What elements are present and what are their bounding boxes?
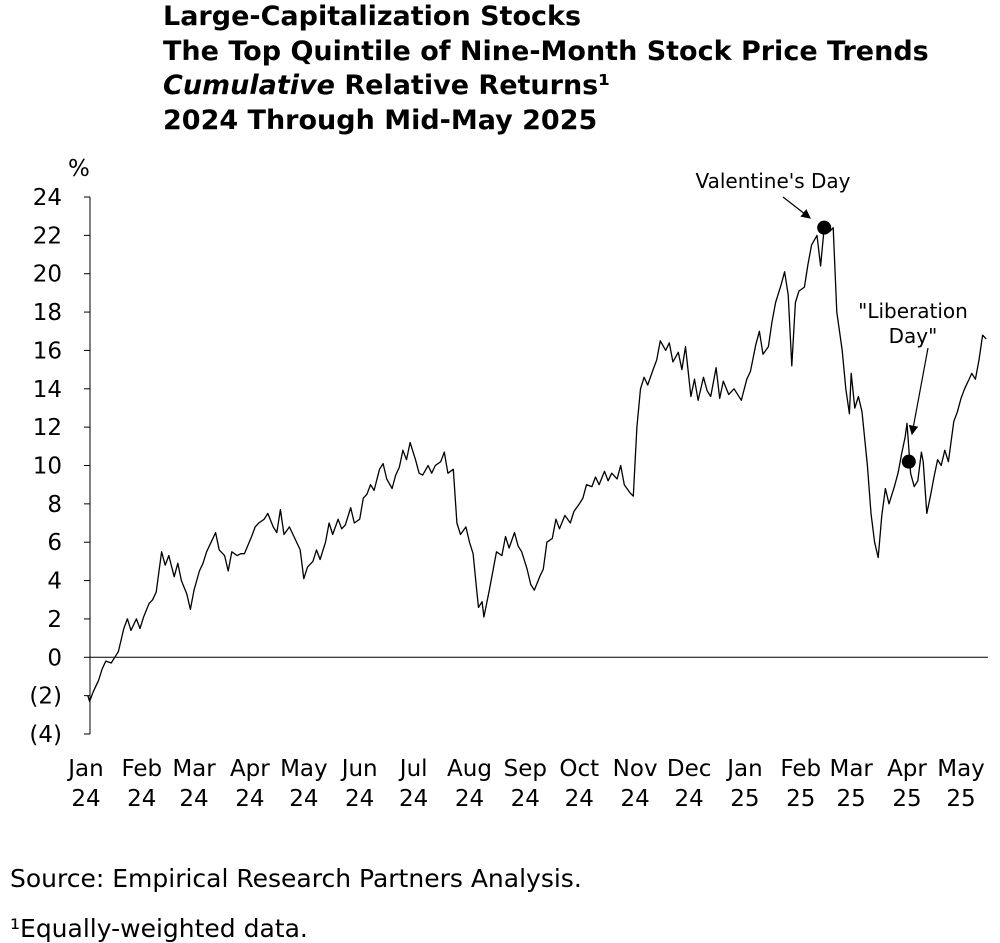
y-axis-label: % [68,156,90,182]
y-tick-label: 6 [47,530,62,556]
y-tick-label: 8 [47,492,62,518]
x-tick-label-month: May [280,756,328,782]
x-tick-label-month: Apr [230,756,270,782]
y-tick-label: 18 [33,300,62,326]
y-tick-label: 14 [33,377,62,403]
x-tick-label-month: Mar [172,756,216,782]
source-note: Source: Empirical Research Partners Anal… [10,864,582,893]
axes: 242220181614121086420(2)(4)%Jan24Feb24Ma… [29,156,988,812]
y-tick-label: (4) [29,722,62,748]
annotation-dot [901,454,916,469]
line-chart: 242220181614121086420(2)(4)%Jan24Feb24Ma… [29,156,988,812]
y-tick-label: 24 [33,185,62,211]
x-tick-label-month: Oct [559,756,599,782]
x-tick-label-year: 24 [289,786,318,812]
footnote: ¹Equally-weighted data. [10,914,308,943]
series-line [87,227,987,703]
chart-title: Large-Capitalization Stocks [163,1,582,32]
x-tick-label-month: Jun [340,756,378,782]
y-tick-label: 22 [33,223,62,249]
annotation-label: "Liberation [858,299,968,323]
y-tick-label: 16 [33,338,62,364]
x-tick-label-month: Jan [725,756,762,782]
x-tick-label-year: 24 [71,786,100,812]
annotation-arrow [908,347,929,436]
y-tick-label: 2 [47,607,62,633]
x-tick-label-year: 24 [235,786,264,812]
x-tick-label-month: Sep [504,756,547,782]
x-tick-label-year: 24 [620,786,649,812]
annotation-label: Valentine's Day [695,169,850,193]
chart-period: 2024 Through Mid-May 2025 [163,104,598,136]
x-tick-label-month: Nov [613,756,658,782]
y-tick-label: 20 [33,262,62,288]
x-tick-label-year: 25 [837,786,866,812]
x-tick-label-month: Mar [829,756,873,782]
annotation-label: Day" [889,324,938,348]
x-tick-label-year: 24 [674,786,703,812]
x-tick-label-year: 24 [511,786,540,812]
y-tick-label: (2) [29,684,62,710]
annotation: Valentine's Day [695,169,851,235]
x-tick-label-month: Jan [66,756,103,782]
chart-subtitle-returns: Cumulative Relative Returns¹ [163,69,929,104]
series-layer [87,227,987,703]
chart-title-block: Large-Capitalization Stocks The Top Quin… [163,0,929,138]
x-tick-label-year: 24 [127,786,156,812]
x-tick-label-month: Jul [398,756,428,782]
x-tick-label-year: 24 [345,786,374,812]
chart-subtitle: The Top Quintile of Nine-Month Stock Pri… [163,35,929,67]
y-tick-label: 0 [47,645,62,671]
x-tick-label-month: May [937,756,985,782]
y-tick-label: 12 [33,415,62,441]
x-tick-label-year: 25 [946,786,975,812]
x-tick-label-month: Aug [447,756,492,782]
x-tick-label-month: Feb [121,756,162,782]
italic-word: Cumulative [163,70,335,101]
x-tick-label-year: 24 [399,786,428,812]
annotation-arrow [782,196,811,219]
returns-text: Relative Returns¹ [334,70,611,101]
y-tick-label: 4 [47,569,62,595]
x-tick-label-month: Apr [887,756,927,782]
y-tick-label: 10 [33,454,62,480]
x-tick-label-year: 24 [565,786,594,812]
x-tick-label-month: Feb [780,756,821,782]
x-tick-label-month: Dec [667,756,712,782]
x-tick-label-year: 25 [892,786,921,812]
x-tick-label-year: 25 [730,786,759,812]
annotation-dot [817,220,832,235]
x-tick-label-year: 25 [786,786,815,812]
x-tick-label-year: 24 [455,786,484,812]
x-tick-label-year: 24 [179,786,208,812]
